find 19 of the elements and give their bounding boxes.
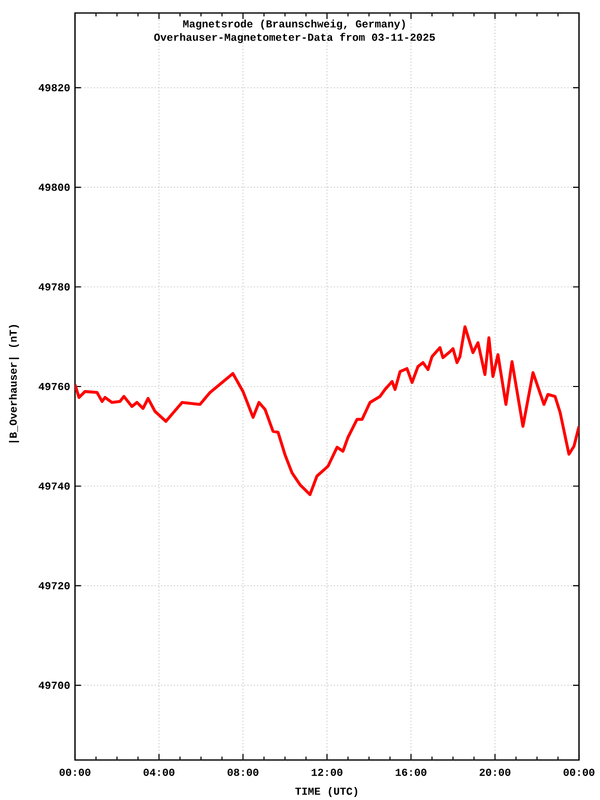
text: Overhauser-Magnetometer-Data from 03-11-2025 (154, 32, 435, 44)
x-tick-label: 00:00 (564, 768, 594, 776)
x-tick-label: 00:00 (60, 768, 90, 776)
x-tick-label: 12:00 (312, 768, 342, 776)
y-tick-label: 49720 (38, 582, 70, 590)
x-tick-label: 16:00 (396, 768, 426, 776)
y-axis-title: |B_Overhauser| (nT) (8, 325, 20, 442)
text: Magnetsrode (Braunschweig, Germany) (183, 20, 405, 30)
x-tick-label: 08:00 (228, 768, 258, 776)
x-tick-label: 04:00 (144, 768, 174, 776)
y-tick-label: 49760 (38, 382, 70, 390)
x-axis-title: TIME (UTC) (295, 787, 358, 797)
y-tick-label: 49700 (38, 682, 70, 689)
y-tick-label: 49740 (38, 482, 70, 490)
y-tick-label: 49800 (38, 184, 70, 191)
y-tick-label: 49780 (38, 283, 70, 291)
x-tick-label: 20:00 (480, 768, 510, 776)
line-series (75, 325, 580, 496)
y-tick-label: 49820 (38, 84, 70, 92)
